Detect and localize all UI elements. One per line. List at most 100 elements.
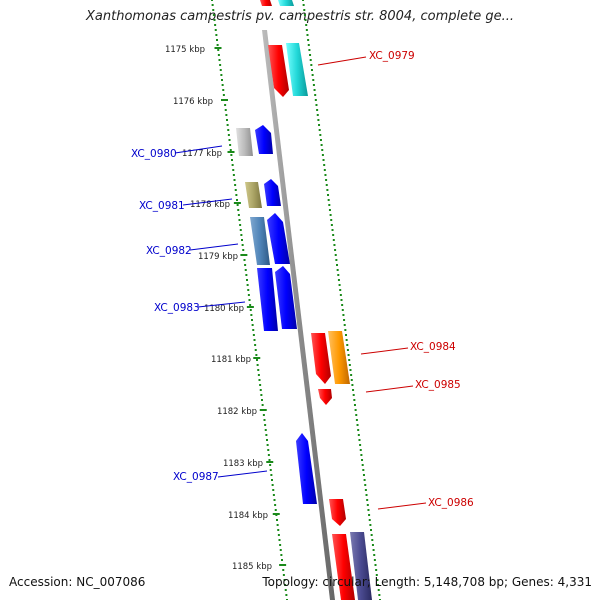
scale-dot — [319, 134, 322, 136]
scale-dot — [362, 474, 365, 476]
scale-dot — [359, 449, 362, 451]
scale-dot — [255, 354, 258, 356]
scale-dot — [377, 589, 380, 591]
gene-top-red — [260, 0, 272, 6]
scale-dot — [314, 94, 317, 96]
scale-dot — [241, 239, 243, 241]
scale-dot — [355, 414, 358, 416]
scale-dot — [364, 489, 367, 491]
scale-dot — [234, 189, 237, 191]
scale-dot — [348, 359, 351, 361]
gene-xc0984-orange — [328, 331, 350, 384]
scale-dot — [377, 584, 380, 586]
scale-dot — [358, 439, 361, 441]
scale-dot — [306, 34, 309, 36]
scale-dot — [237, 214, 240, 216]
scale-dot — [313, 89, 316, 91]
scale-dot — [302, 0, 304, 1]
gene-label-xc0986[interactable]: XC_0986 — [428, 497, 474, 509]
scale-dot — [371, 539, 374, 541]
scale-dot — [234, 184, 237, 186]
scale-dot — [373, 554, 376, 556]
scale-dot — [318, 124, 321, 126]
tick-label-1180: 1180 kbp — [204, 304, 244, 314]
gene-xc0983-a — [257, 268, 278, 331]
scale-dot — [332, 239, 335, 241]
scale-dot — [337, 279, 340, 281]
scale-dot — [276, 524, 279, 526]
scale-dot — [227, 129, 230, 131]
scale-dot — [272, 489, 275, 491]
scale-dot — [238, 219, 241, 221]
scale-dot — [232, 174, 235, 176]
scale-dot — [264, 429, 267, 431]
scale-dot — [363, 479, 366, 481]
scale-dot — [329, 214, 332, 216]
scale-dot — [341, 304, 344, 306]
scale-dot — [337, 274, 340, 276]
scale-dot — [219, 64, 222, 66]
gene-label-xc0983[interactable]: XC_0983 — [154, 302, 200, 314]
gene-labels: XC_0979 XC_0980 XC_0981 XC_0982 XC_0983 … — [131, 50, 474, 509]
gene-xc0982-steel — [250, 217, 270, 265]
scale-dot — [312, 84, 315, 86]
scale-dot — [367, 509, 370, 511]
tick-label-1185: 1185 kbp — [232, 562, 272, 572]
scale-dot — [303, 14, 306, 16]
scale-dot — [356, 424, 359, 426]
scale-dot — [371, 544, 374, 546]
scale-dot — [308, 49, 311, 51]
scale-dot — [317, 119, 320, 121]
gene-label-xc0981[interactable]: XC_0981 — [139, 200, 185, 212]
scale-dot — [328, 204, 331, 206]
scale-dot — [279, 549, 282, 551]
scale-dot — [375, 574, 378, 576]
scale-dot — [357, 429, 360, 431]
scale-dot — [216, 44, 219, 46]
gene-label-xc0979[interactable]: XC_0979 — [369, 50, 415, 62]
tick-label-1175: 1175 kbp — [165, 45, 205, 55]
scale-dot — [368, 519, 371, 521]
scale-dot — [212, 14, 215, 16]
gene-label-xc0984[interactable]: XC_0984 — [410, 341, 456, 353]
gene-label-xc0987[interactable]: XC_0987 — [173, 471, 219, 483]
scale-dot — [366, 499, 369, 501]
tick-label-1183: 1183 kbp — [223, 459, 263, 469]
scale-dot — [230, 154, 233, 156]
scale-dot — [211, 4, 214, 6]
scale-dot — [310, 64, 313, 66]
gene-label-xc0982[interactable]: XC_0982 — [146, 245, 192, 257]
scale-dot — [375, 569, 378, 571]
scale-dot — [341, 309, 344, 311]
scale-dot — [311, 74, 314, 76]
accession-text: Accession: NC_007086 — [9, 575, 146, 589]
scale-dot — [378, 594, 381, 596]
scale-dot — [271, 479, 273, 481]
scale-dot — [282, 569, 285, 571]
scale-dot — [271, 484, 274, 486]
scale-dot — [274, 504, 277, 506]
scale-dot — [310, 69, 313, 71]
scale-dot — [336, 264, 339, 266]
scale-dot — [344, 329, 347, 331]
scale-dot — [361, 464, 364, 466]
scale-dot — [307, 39, 310, 41]
scale-dot — [215, 34, 218, 36]
gene-label-xc0985[interactable]: XC_0985 — [415, 379, 461, 391]
scale-dot — [254, 349, 257, 351]
reverse-strand-genes — [260, 0, 372, 600]
gene-label-xc0980[interactable]: XC_0980 — [131, 148, 177, 160]
scale-dot — [355, 419, 358, 421]
scale-dot — [326, 189, 329, 191]
scale-dot — [244, 264, 247, 266]
scale-dot — [314, 99, 317, 101]
scale-dot — [323, 169, 326, 171]
gene-bottom-indigo — [350, 532, 372, 600]
scale-dot — [334, 249, 337, 251]
scale-dot — [366, 504, 369, 506]
scale-dot — [261, 399, 263, 401]
scale-dot — [320, 144, 323, 146]
scale-dot — [370, 529, 373, 531]
scale-dot — [277, 534, 280, 536]
scale-dot — [220, 74, 223, 76]
